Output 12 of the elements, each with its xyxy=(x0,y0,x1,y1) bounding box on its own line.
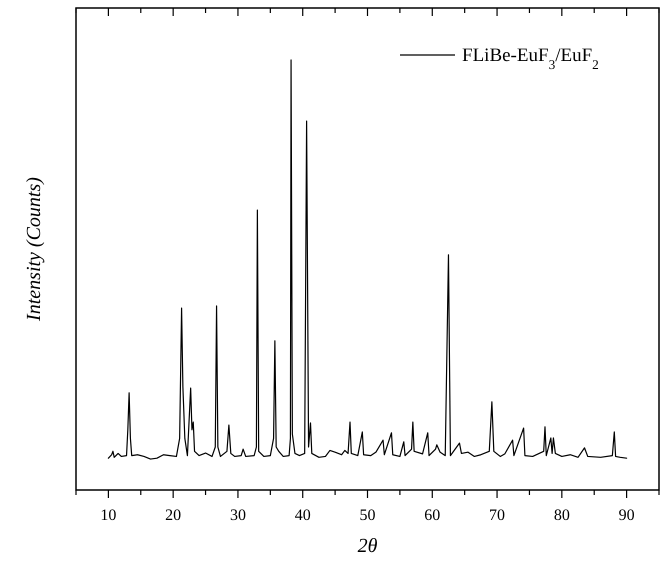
x-tick-label: 30 xyxy=(230,507,246,524)
x-tick-label: 90 xyxy=(618,507,635,524)
x-tick-label: 70 xyxy=(489,507,506,524)
x-tick-label: 80 xyxy=(554,507,570,524)
x-axis-title: 2θ xyxy=(358,535,378,557)
legend-label: FLiBe-EuF$_{3}$/EuF$_{2}$ xyxy=(462,45,599,72)
y-axis-title: Intensity (Counts) xyxy=(23,176,45,322)
x-tick-label: 60 xyxy=(424,507,440,524)
x-tick-label: 10 xyxy=(100,507,116,524)
x-tick-label: 50 xyxy=(360,507,376,524)
x-tick-label: 20 xyxy=(165,507,182,524)
x-tick-label: 40 xyxy=(294,507,311,524)
